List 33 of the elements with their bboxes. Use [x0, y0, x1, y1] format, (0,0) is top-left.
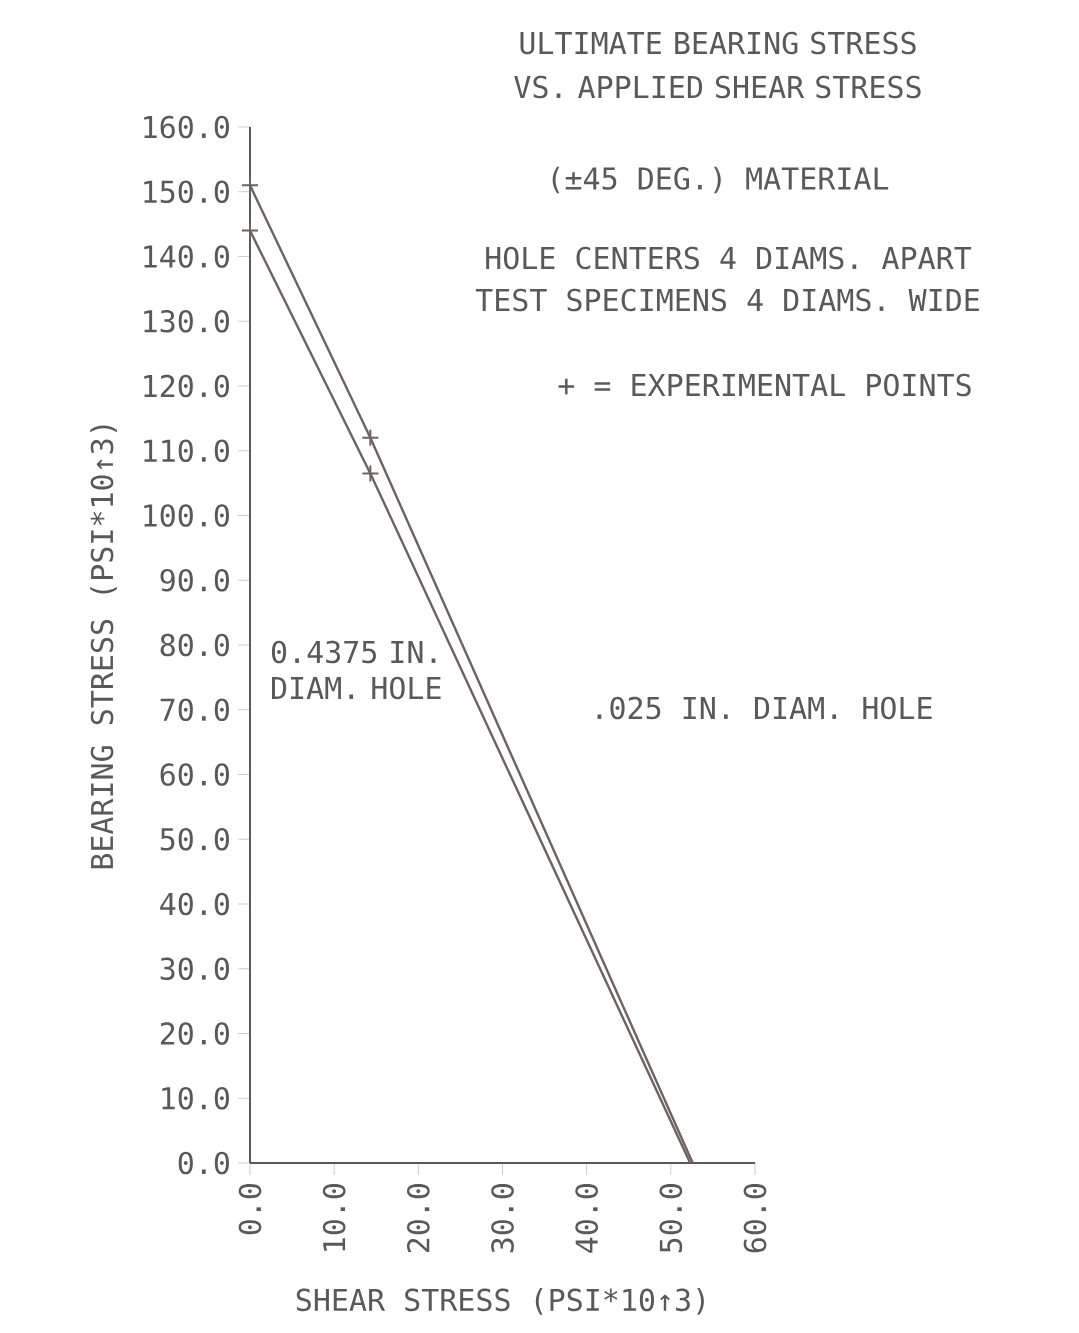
y-axis-title: BEARING STRESS (PSI*10↑3) [90, 425, 117, 869]
x-tick-label: 40.0 [575, 1184, 599, 1253]
annotation: .025 IN. DIAM. HOLE [597, 696, 932, 720]
y-tick-label: 160.0 [144, 115, 229, 139]
annotation: + = EXPERIMENTAL POINTS [558, 373, 971, 397]
y-tick-label: 80.0 [160, 633, 229, 657]
y-tick-label: 10.0 [162, 1086, 229, 1110]
x-tick-label: 60.0 [743, 1184, 767, 1253]
x-tick-label: 10.0 [322, 1184, 346, 1251]
y-tick-label: 140.0 [144, 245, 229, 268]
x-tick-label: 0.0 [238, 1184, 262, 1235]
y-tick-label: 0.0 [178, 1151, 229, 1175]
y-tick-label: 150.0 [144, 180, 229, 204]
x-tick-label: 30.0 [491, 1184, 514, 1253]
text: (±45 DEG.) MATERIAL [552, 166, 889, 194]
x-tick-label: 50.0 [659, 1184, 683, 1253]
y-tick-label: 50.0 [160, 827, 229, 851]
annotation: HOLE CENTERS 4 DIAMS. APART [486, 246, 972, 270]
x-axis-title: SHEAR STRESS (PSI*10↑3) [296, 1288, 704, 1315]
y-tick-label: 60.0 [160, 763, 229, 786]
x-tick-label: 20.0 [406, 1184, 430, 1253]
y-tick-label: 40.0 [160, 892, 229, 916]
y-tick-label: 110.0 [144, 439, 229, 463]
y-tick-label: 100.0 [144, 504, 229, 527]
y-tick-label: 70.0 [160, 698, 229, 722]
y-tick-label: 90.0 [160, 568, 229, 592]
y-tick-label: 30.0 [160, 957, 229, 981]
chart-title: ULTIMATE BEARING STRESS VS. APPLIED SHEAR STRESS [514, 31, 921, 99]
y-tick-label: 120.0 [144, 374, 229, 398]
annotation: 0.4375 IN. DIAM. HOLE [271, 640, 441, 700]
annotation: TEST SPECIMENS 4 DIAMS. WIDE [475, 288, 979, 312]
y-tick-label: 20.0 [160, 1022, 229, 1045]
y-tick-label: 130.0 [144, 309, 229, 333]
